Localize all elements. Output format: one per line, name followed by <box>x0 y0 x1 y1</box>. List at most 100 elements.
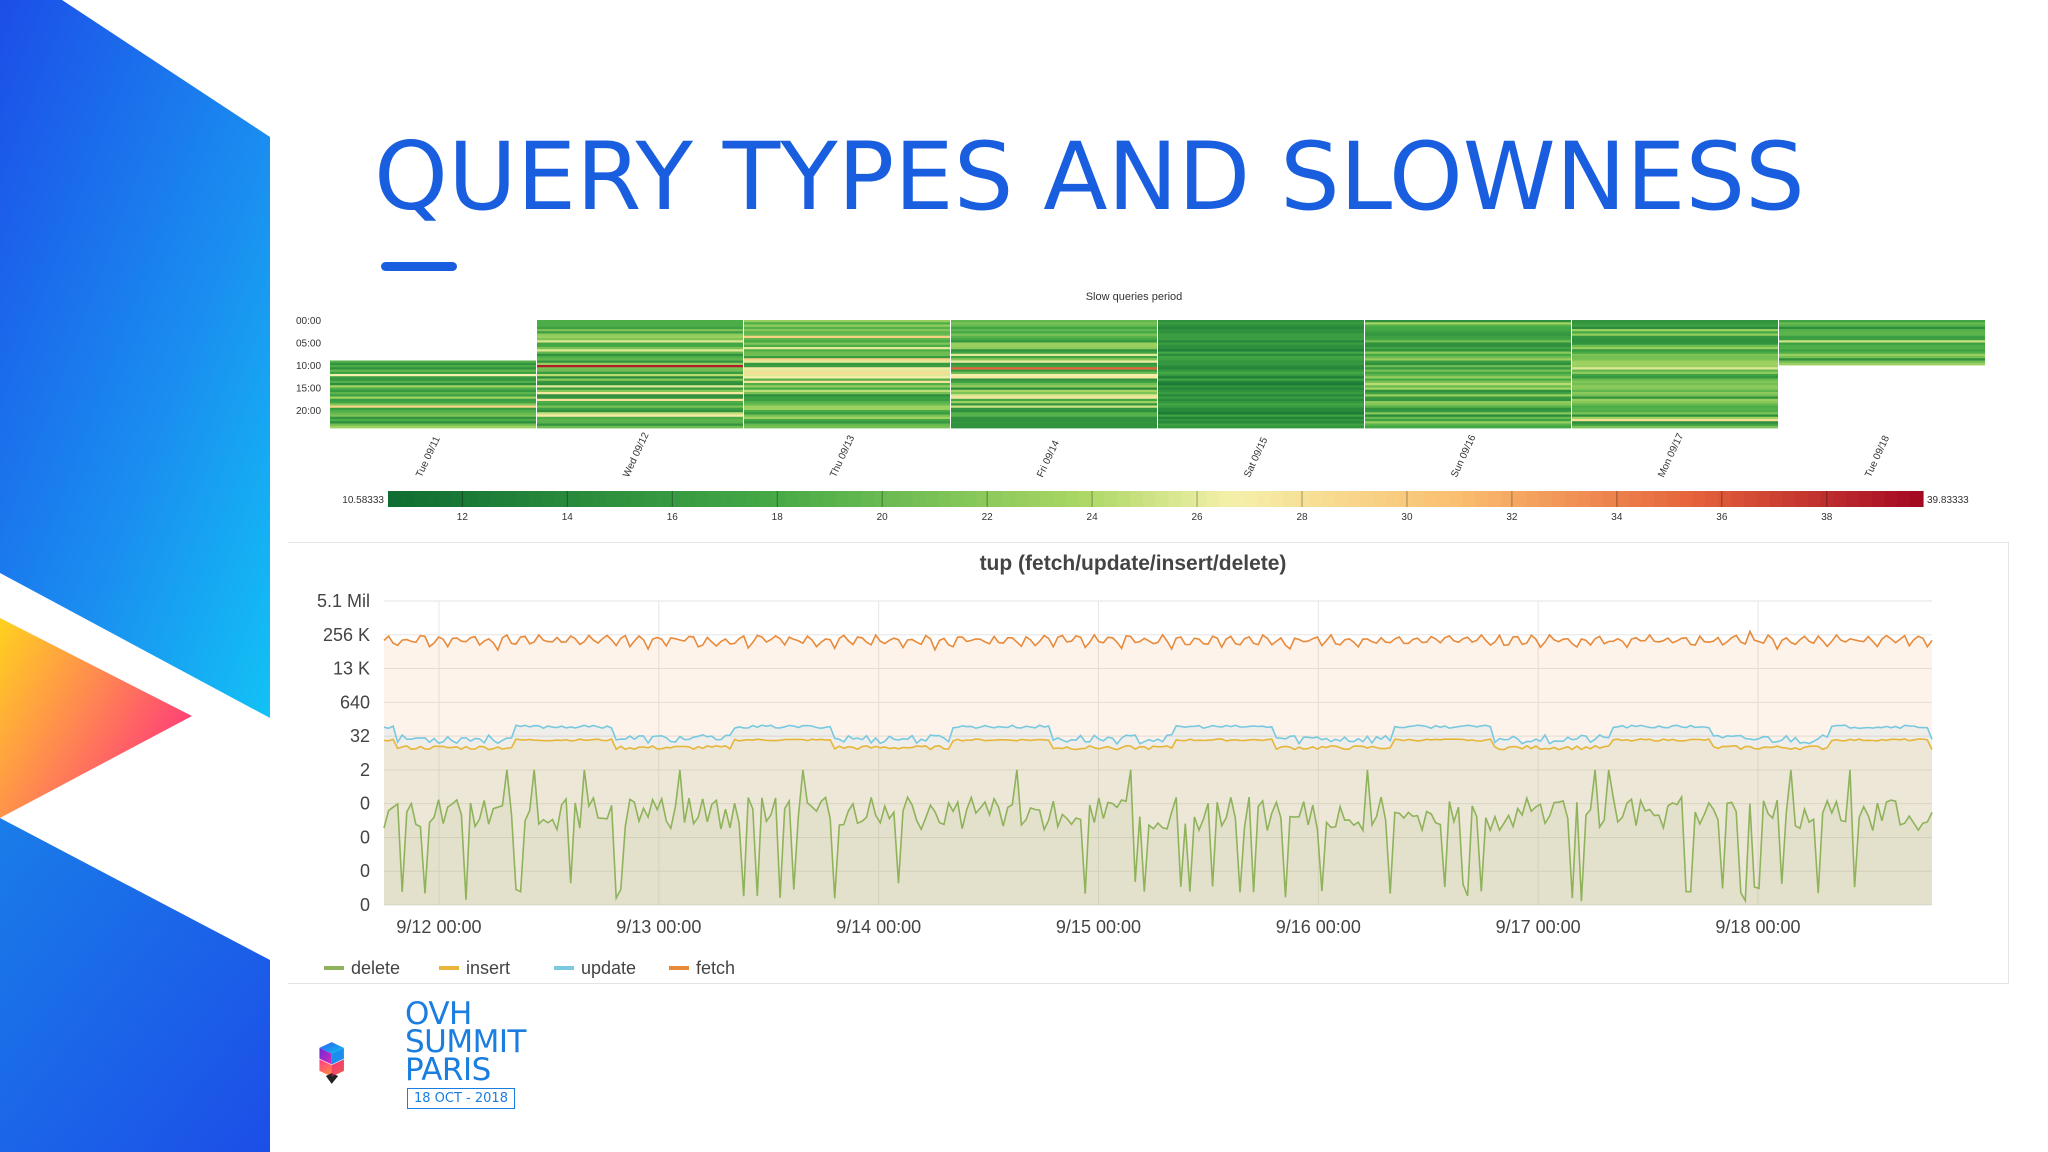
heatmap-cell <box>537 423 743 427</box>
color-scale-segment <box>938 491 952 507</box>
heatmap-x-tick: Tue 09/18 <box>1863 434 1892 480</box>
heatmap-cell <box>744 371 950 375</box>
heatmap-cell <box>1158 371 1364 375</box>
color-scale-segment <box>1539 491 1553 507</box>
heatmap-cell <box>951 340 1157 343</box>
color-scale-segment <box>1040 491 1054 507</box>
color-scale-segment <box>1193 491 1208 507</box>
color-scale-segment <box>861 491 875 507</box>
heatmap-cell <box>744 416 950 420</box>
color-scale-segment <box>1679 491 1694 507</box>
color-scale-segment <box>1564 491 1579 507</box>
heatmap-cell <box>537 416 743 420</box>
heatmap-cell <box>1779 347 1985 350</box>
heatmap-cell <box>330 380 536 384</box>
heatmap-cell <box>1158 398 1364 402</box>
heatmap-cell <box>744 376 950 379</box>
event-date-badge: 18 OCT - 2018 <box>407 1088 515 1109</box>
color-scale-segment <box>464 491 479 507</box>
heatmap-cell <box>537 412 743 415</box>
heatmap-cell <box>330 360 536 364</box>
legend-item-insert[interactable]: insert <box>439 958 510 978</box>
heatmap-cell <box>1572 421 1778 424</box>
heatmap-cell <box>537 365 743 368</box>
heatmap-cell <box>1365 421 1571 424</box>
heatmap-cell <box>537 342 743 346</box>
heatmap-cell <box>744 329 950 332</box>
color-scale-segment <box>1424 491 1438 507</box>
heatmap-cell <box>1572 389 1778 393</box>
heatmap-cell <box>1779 358 1985 361</box>
heatmap-cell <box>744 392 950 395</box>
heatmap-cell <box>1158 374 1364 377</box>
heatmap-cell <box>1158 389 1364 393</box>
heatmap-cell <box>1158 425 1364 429</box>
series-line-fetch <box>383 629 1933 652</box>
heatmap-cell <box>1572 344 1778 348</box>
heatmap-cell <box>744 421 950 424</box>
heatmap-cell <box>744 414 950 418</box>
color-scale-segment <box>413 491 427 507</box>
color-scale-segment <box>1884 491 1899 507</box>
line-y-tick: 0 <box>360 827 370 847</box>
heatmap-cell <box>537 405 743 409</box>
color-scale-segment <box>554 491 568 507</box>
heatmap-cell <box>1572 394 1778 397</box>
heatmap-cell <box>951 401 1157 404</box>
legend-item-delete[interactable]: delete <box>324 958 400 978</box>
heatmap-day-column <box>537 320 743 429</box>
color-scale-segment <box>567 491 581 507</box>
color-scale-segment <box>592 491 607 507</box>
heatmap-cell <box>1572 335 1778 339</box>
heatmap-cell <box>1365 344 1571 348</box>
heatmap-cell <box>1158 342 1364 346</box>
color-scale-segment <box>1462 491 1476 507</box>
heatmap-cell <box>1572 367 1778 370</box>
color-scale-segment <box>925 491 939 507</box>
heatmap-cell <box>330 412 536 415</box>
heatmap-cell <box>951 351 1157 355</box>
color-scale-segment <box>1590 491 1604 507</box>
heatmap-cell <box>537 407 743 411</box>
color-scale-segment <box>1053 491 1067 507</box>
heatmap-cell <box>537 360 743 364</box>
heatmap-cell <box>744 425 950 429</box>
color-scale-segment <box>1641 491 1655 507</box>
heatmap-cell <box>330 423 536 427</box>
color-scale-tick: 14 <box>562 512 574 523</box>
color-scale-segment <box>1897 491 1911 507</box>
heatmap-cell <box>744 387 950 391</box>
color-scale-segment <box>1168 491 1182 507</box>
heatmap-cell <box>951 376 1157 379</box>
color-scale-segment <box>1270 491 1285 507</box>
heatmap-cell <box>1572 385 1778 388</box>
color-scale-segment <box>1334 491 1348 507</box>
heatmap-cell <box>537 362 743 366</box>
heatmap-cell <box>744 401 950 404</box>
color-scale-segment <box>1065 491 1080 507</box>
legend-item-update[interactable]: update <box>554 958 636 978</box>
heatmap-cell <box>330 394 536 397</box>
heatmap-cell <box>1365 320 1571 323</box>
color-scale-segment <box>528 491 543 507</box>
heatmap-cell <box>744 322 950 325</box>
color-scale-segment <box>758 491 773 507</box>
legend-item-fetch[interactable]: fetch <box>669 958 735 978</box>
heatmap-cell <box>1365 326 1571 330</box>
heatmap-cell <box>744 335 950 339</box>
heatmap-cell <box>1572 401 1778 404</box>
heatmap-cell <box>537 376 743 379</box>
color-scale-segment <box>451 491 466 507</box>
heatmap-cell <box>744 410 950 413</box>
heatmap-cell <box>330 398 536 402</box>
heatmap-cell <box>330 425 536 429</box>
color-scale-segment <box>1526 491 1540 507</box>
color-scale-segment <box>1859 491 1873 507</box>
heatmap-cell <box>1158 394 1364 397</box>
heatmap-cell <box>330 401 536 404</box>
color-scale-segment <box>1398 491 1412 507</box>
line-y-tick: 256 K <box>323 625 370 645</box>
heatmap-cell <box>1572 362 1778 366</box>
color-scale-segment <box>835 491 850 507</box>
heatmap-cell <box>1779 342 1985 346</box>
